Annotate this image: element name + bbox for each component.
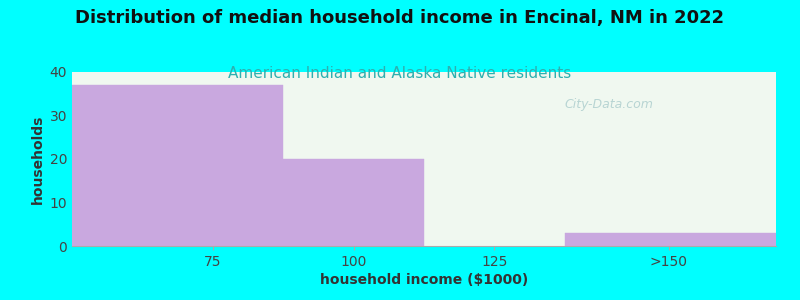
Y-axis label: households: households bbox=[31, 114, 46, 204]
Text: American Indian and Alaska Native residents: American Indian and Alaska Native reside… bbox=[228, 66, 572, 81]
Bar bbox=[565, 233, 776, 246]
Bar bbox=[283, 159, 424, 246]
Text: Distribution of median household income in Encinal, NM in 2022: Distribution of median household income … bbox=[75, 9, 725, 27]
Text: City-Data.com: City-Data.com bbox=[565, 98, 654, 111]
Bar bbox=[72, 85, 283, 246]
X-axis label: household income ($1000): household income ($1000) bbox=[320, 273, 528, 287]
